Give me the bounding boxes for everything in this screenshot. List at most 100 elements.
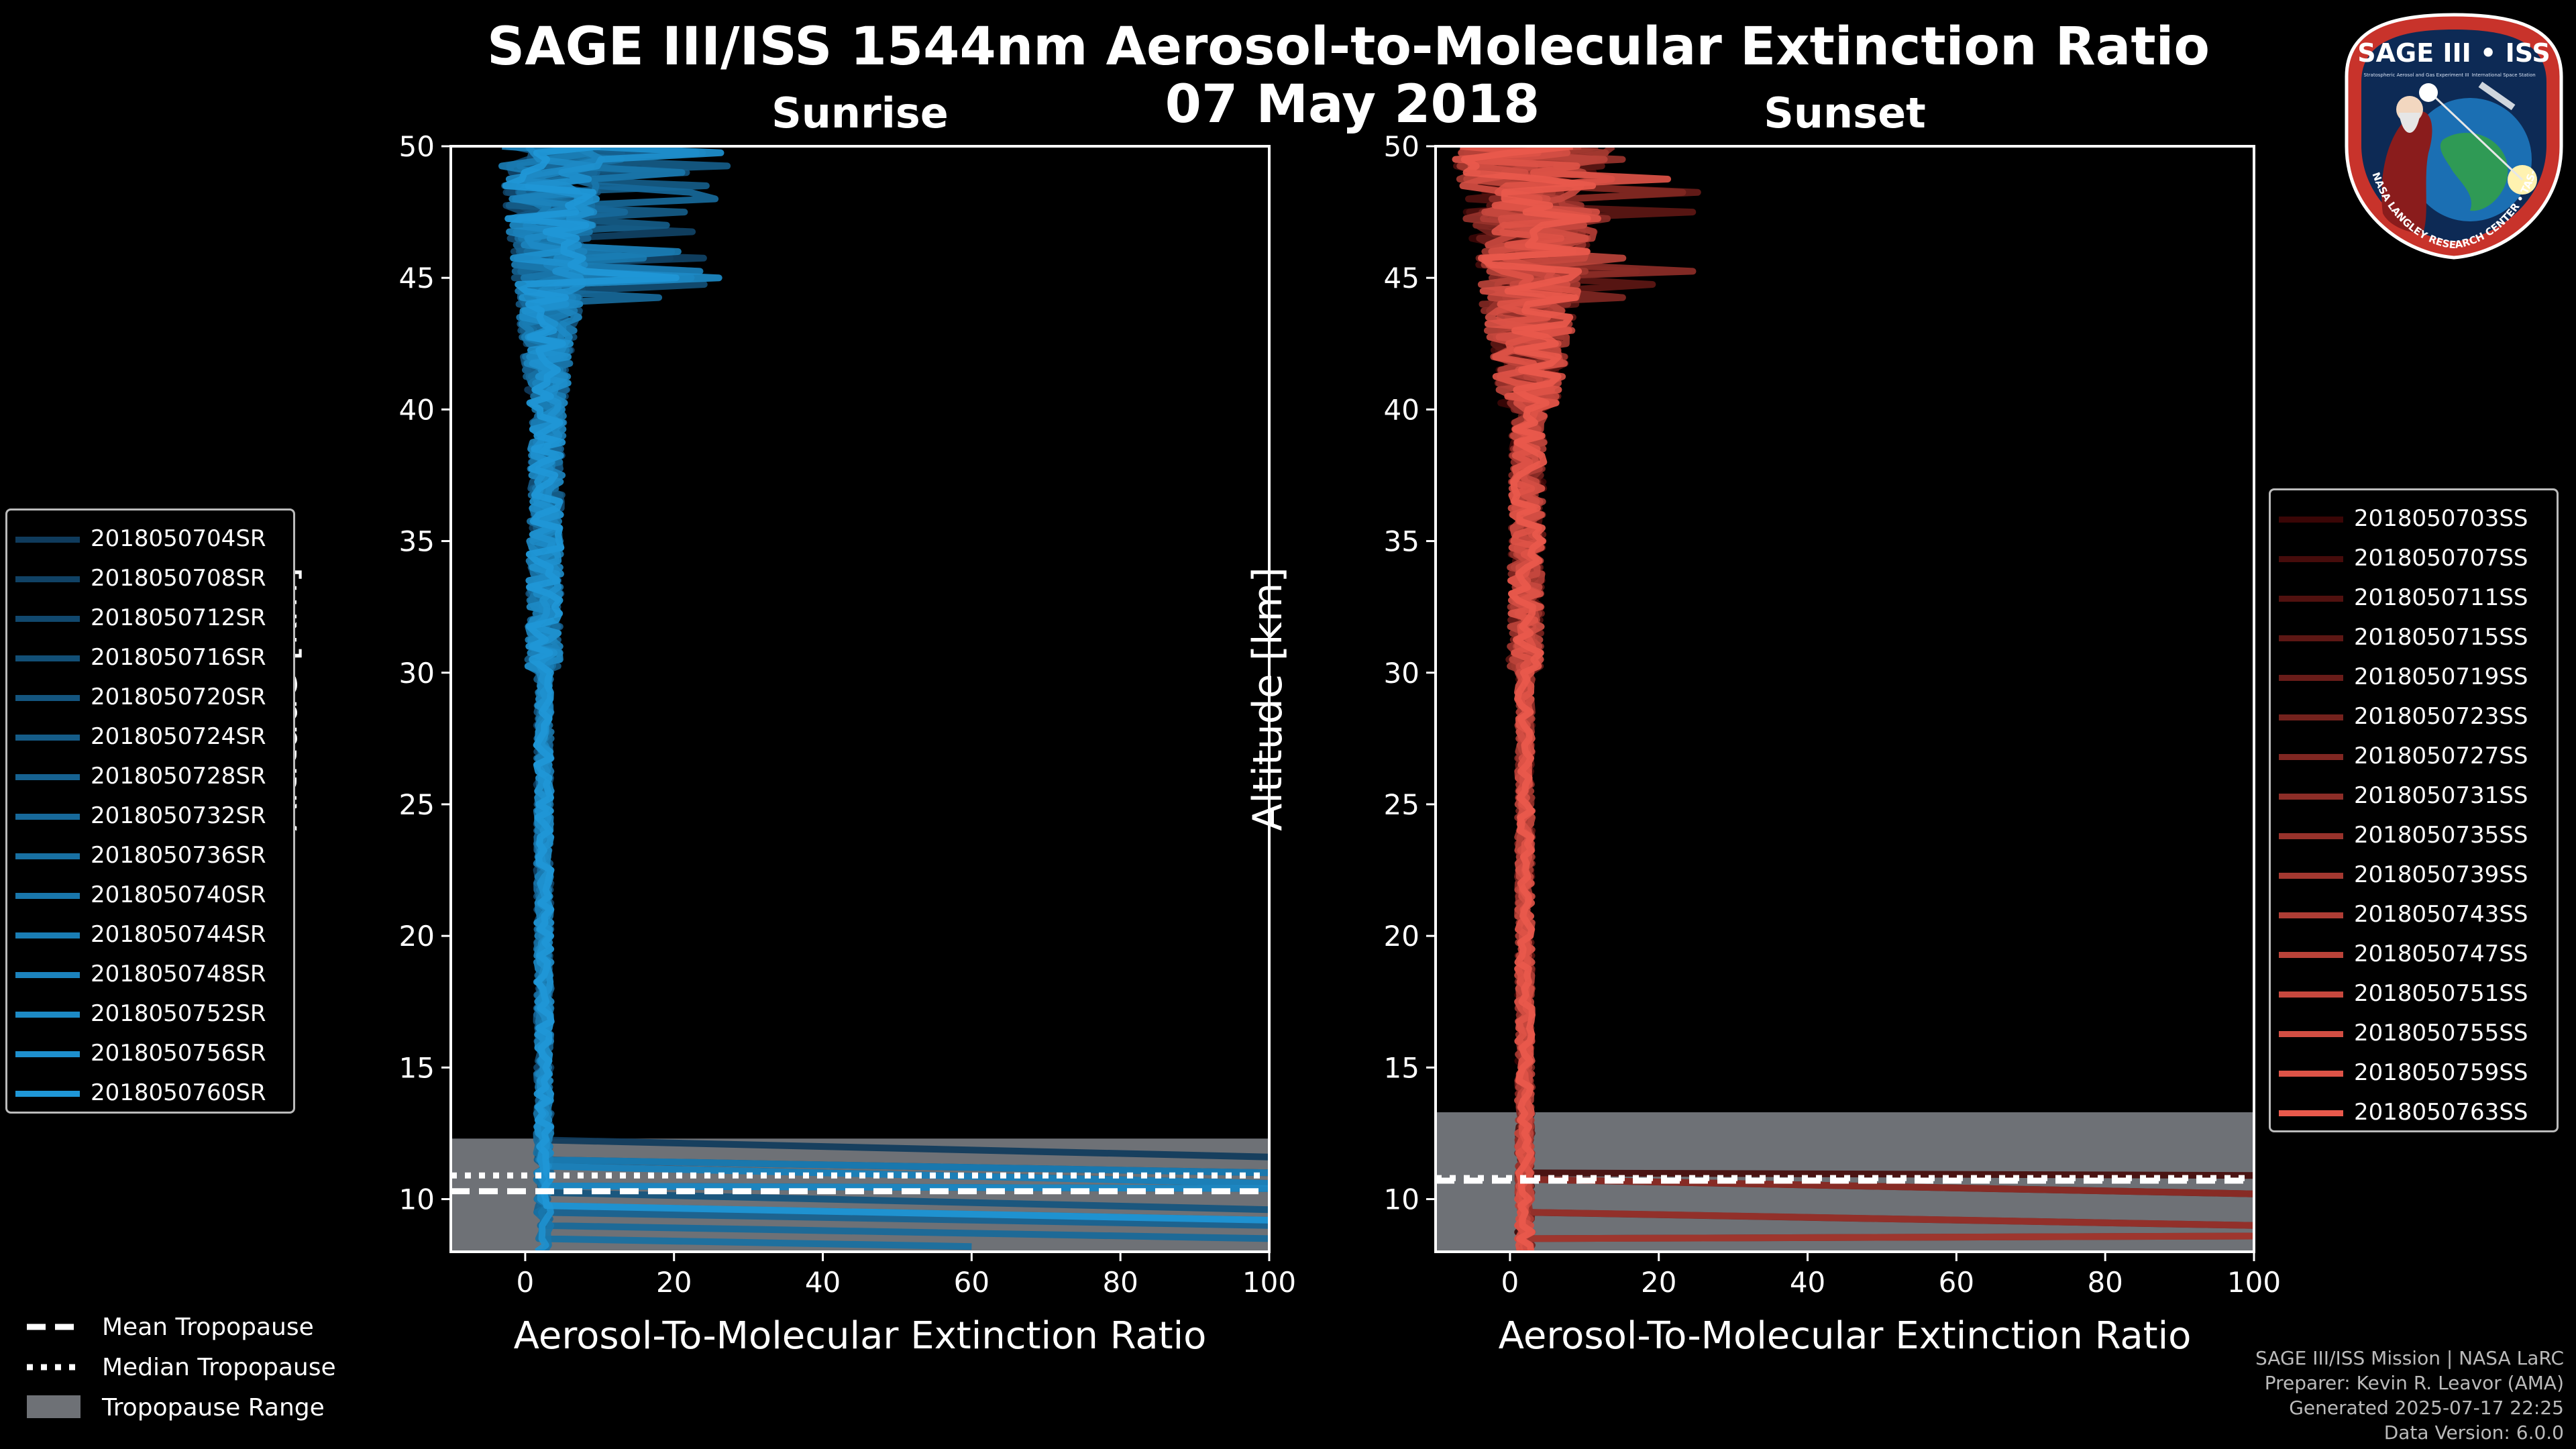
y-axis-label: Altitude [km] <box>1244 567 1291 831</box>
profile-line-2018050735SS <box>1462 146 2254 1229</box>
legend-item: 2018050724SR <box>91 723 266 750</box>
legend-swatch <box>2279 754 2343 760</box>
y-tick-label: 20 <box>1384 920 1419 953</box>
sunrise-legend: 2018050704SR 2018050708SR 2018050712SR 2018… <box>5 508 295 1114</box>
axes-frame <box>1434 145 2255 1253</box>
legend-swatch <box>15 537 80 543</box>
x-tick-label: 20 <box>1641 1266 1676 1299</box>
y-tick-label: 20 <box>399 920 435 953</box>
y-tick-label: 30 <box>399 657 435 690</box>
logo-subtitle-left: Stratospheric Aerosol and Gas Experiment… <box>2363 72 2469 78</box>
profile-line-2018050724SR <box>505 146 1269 1224</box>
legend-item: 2018050739SS <box>2354 861 2528 888</box>
profiles-group <box>498 146 1269 1252</box>
legend-item: 2018050744SR <box>91 921 266 948</box>
legend-swatch <box>15 735 80 741</box>
profile-line-2018050763SS <box>1460 146 1597 1252</box>
y-tick-label: 45 <box>399 262 435 294</box>
legend-item: 2018050704SR <box>91 525 266 552</box>
legend-swatch <box>15 576 80 582</box>
profile-line-2018050720SR <box>508 146 1269 1214</box>
legend-swatch <box>2279 952 2343 958</box>
y-tick-label: 40 <box>1384 393 1419 426</box>
legend-swatch <box>2279 714 2343 720</box>
legend-item: 2018050732SR <box>91 802 266 829</box>
y-tick-label: 45 <box>1384 262 1419 294</box>
profile-line-2018050728SR <box>511 146 1269 1229</box>
x-tick-label: 80 <box>1102 1266 1138 1299</box>
legend-swatch <box>2279 833 2343 839</box>
sunset-panel: 0 20 40 60 80 100 10 15 20 25 30 35 40 45 50 Sunset Aero… <box>1244 89 2281 1358</box>
legend-item: 2018050759SS <box>2354 1059 2528 1086</box>
legend-item: 2018050756SR <box>91 1040 266 1067</box>
legend-swatch <box>15 1051 80 1057</box>
logo-title-text: SAGE III • ISS <box>2357 38 2551 68</box>
legend-item: 2018050727SS <box>2354 743 2528 769</box>
y-tick-label: 15 <box>1384 1051 1419 1084</box>
logo-subtitle-right: International Space Station <box>2471 72 2535 78</box>
x-tick-label: 40 <box>1790 1266 1825 1299</box>
legend-item: 2018050763SS <box>2354 1099 2528 1126</box>
profile-line-2018050732SR <box>514 146 1269 1242</box>
mean-tropopause-label: Mean Tropopause <box>102 1313 314 1341</box>
sage-iii-iss-logo: SAGE III • ISS Stratospheric Aerosol and… <box>2339 3 2565 260</box>
legend-swatch <box>15 1091 80 1097</box>
footer-data-version: Data Version: 6.0.0 <box>2383 1421 2564 1444</box>
legend-item: 2018050740SR <box>91 881 266 908</box>
x-tick-label: 40 <box>805 1266 841 1299</box>
legend-swatch <box>2279 991 2343 998</box>
legend-swatch <box>2279 556 2343 562</box>
legend-swatch <box>2279 635 2343 641</box>
tropopause-legend: Mean Tropopause Median Tropopause Tropop… <box>24 1308 400 1429</box>
legend-swatch <box>2279 675 2343 681</box>
legend-item: 2018050712SR <box>91 604 266 631</box>
legend-item: 2018050708SR <box>91 565 266 592</box>
legend-swatch <box>15 774 80 780</box>
legend-swatch <box>15 932 80 938</box>
legend-swatch <box>15 1012 80 1018</box>
x-tick-label: 20 <box>656 1266 692 1299</box>
profile-line-2018050736SR <box>516 146 972 1250</box>
median-tropopause-label: Median Tropopause <box>102 1354 336 1381</box>
panel-title: Sunset <box>1764 89 1926 138</box>
profile-line-2018050760SR <box>502 146 1269 1224</box>
profile-line-2018050739SS <box>1456 146 2254 1242</box>
profiles-group <box>1452 146 2254 1252</box>
legend-item: 2018050752SR <box>91 1000 266 1027</box>
legend-swatch <box>2279 517 2343 523</box>
tropopause-range-swatch <box>27 1395 80 1418</box>
x-tick-label: 80 <box>2087 1266 2123 1299</box>
legend-item: 2018050711SS <box>2354 584 2528 611</box>
legend-swatch <box>2279 1071 2343 1077</box>
legend-swatch <box>2279 873 2343 879</box>
legend-swatch <box>2279 1110 2343 1116</box>
y-tick-label: 10 <box>399 1183 435 1216</box>
y-tick-label: 25 <box>1384 788 1419 821</box>
y-tick-label: 35 <box>1384 525 1419 558</box>
profile-line-2018050731SS <box>1470 146 2254 1197</box>
x-tick-label: 100 <box>1242 1266 1296 1299</box>
legend-item: 2018050748SR <box>91 961 266 987</box>
legend-item: 2018050716SR <box>91 644 266 671</box>
legend-item: 2018050707SS <box>2354 545 2528 572</box>
y-tick-label: 35 <box>399 525 435 558</box>
legend-swatch <box>2279 596 2343 602</box>
tropopause-range-label: Tropopause Range <box>101 1394 325 1421</box>
legend-item: 2018050731SS <box>2354 782 2528 809</box>
legend-swatch <box>2279 794 2343 800</box>
legend-swatch <box>2279 1031 2343 1037</box>
y-tick-label: 10 <box>1384 1183 1419 1216</box>
legend-swatch <box>15 893 80 899</box>
x-tick-label: 100 <box>2227 1266 2281 1299</box>
axes-frame <box>449 145 1271 1253</box>
y-tick-label: 25 <box>399 788 435 821</box>
y-tick-label: 50 <box>399 130 435 163</box>
legend-swatch <box>15 695 80 701</box>
x-tick-label: 0 <box>1501 1266 1519 1299</box>
legend-item: 2018050751SS <box>2354 980 2528 1007</box>
chart-title-line2: 07 May 2018 <box>1165 74 1540 135</box>
profile-line-2018050715SS <box>1471 146 2254 1229</box>
legend-swatch <box>15 972 80 978</box>
legend-item: 2018050719SS <box>2354 663 2528 690</box>
